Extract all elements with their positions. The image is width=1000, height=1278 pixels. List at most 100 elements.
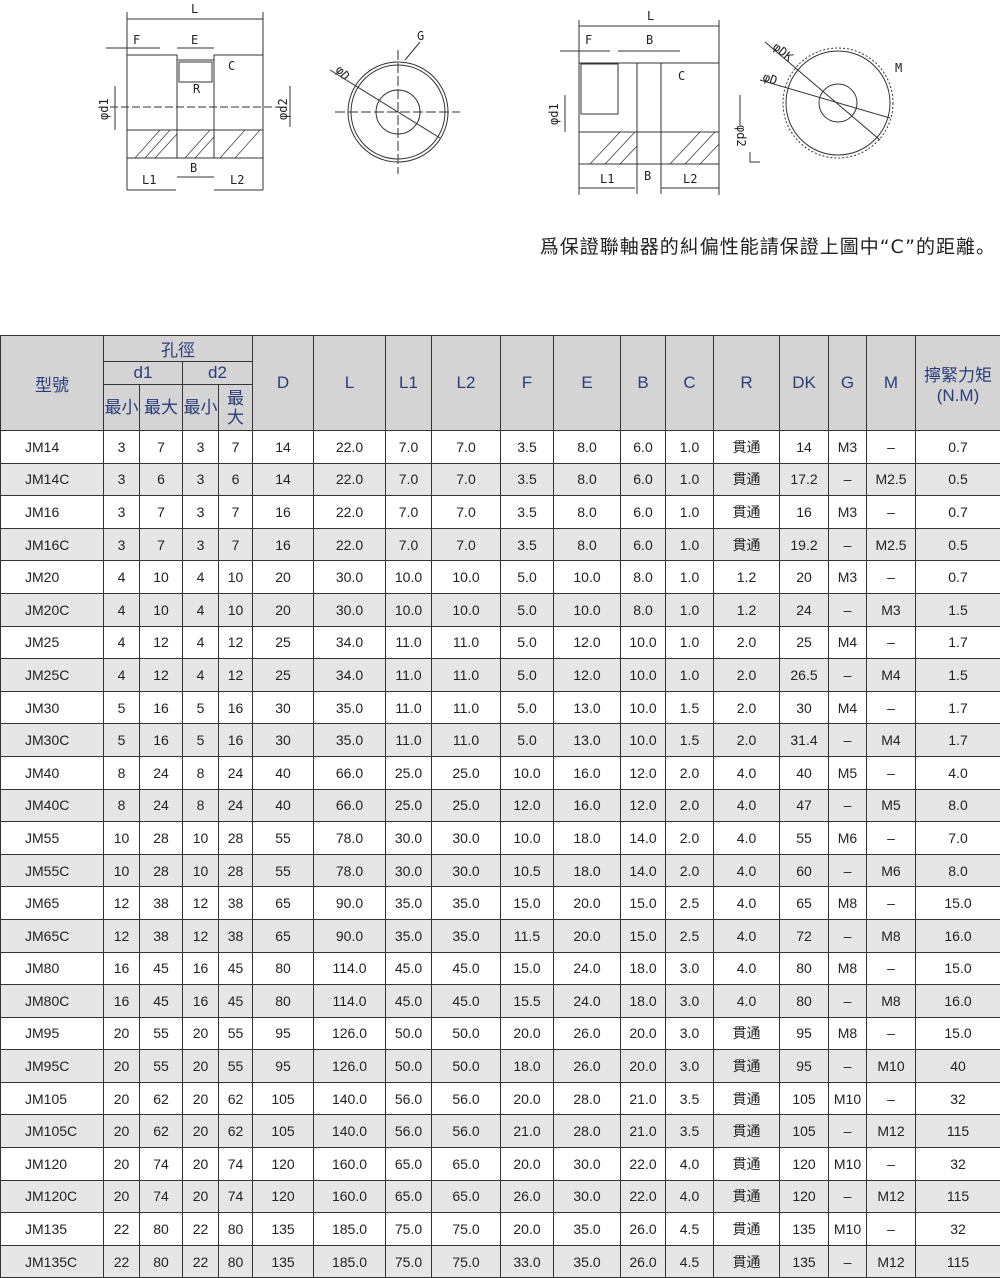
cell-L1: 25.0 [386,789,432,822]
cell-L: 126.0 [314,1050,386,1083]
cell-R: 4.0 [714,822,780,855]
cell-model: JM65C [1,919,104,952]
cell-R: 4.0 [714,919,780,952]
cell-d2-min: 10 [183,854,219,887]
cell-R: 2.0 [714,724,780,757]
cell-d1-max: 62 [140,1115,183,1148]
cell-L1: 65.0 [386,1148,432,1181]
cell-L2: 45.0 [432,985,501,1018]
cell-E: 8.0 [554,496,621,529]
cell-C: 1.0 [666,626,714,659]
coupling-drawing-standard: L F E C R φd1 φd2 L1 L2 B φD G [90,0,570,200]
cell-C: 1.0 [666,561,714,594]
cell-d1-min: 22 [104,1213,140,1246]
cell-F: 20.0 [501,1017,554,1050]
cell-model: JM40 [1,756,104,789]
cell-model: JM16C [1,528,104,561]
cell-E: 30.0 [554,1148,621,1181]
cell-L2: 11.0 [432,691,501,724]
cell-d1-max: 10 [140,593,183,626]
cell-B: 12.0 [621,756,666,789]
cell-L1: 30.0 [386,854,432,887]
dim-d1: φd1 [97,98,111,120]
cell-B: 26.0 [621,1245,666,1278]
cell-D: 25 [253,626,314,659]
cell-model: JM105C [1,1115,104,1148]
cell-M: – [867,626,916,659]
cell-E: 24.0 [554,952,621,985]
cell-L2: 7.0 [432,463,501,496]
cell-torque: 15.0 [916,952,1000,985]
cell-d2-max: 7 [219,431,253,464]
cell-DK: 26.5 [780,659,829,692]
cell-E: 20.0 [554,919,621,952]
cell-d1-max: 38 [140,887,183,920]
cell-E: 30.0 [554,1180,621,1213]
cell-M: M4 [867,659,916,692]
cell-R: 貫通 [714,1148,780,1181]
cell-L: 90.0 [314,919,386,952]
cell-d2-min: 3 [183,431,219,464]
cell-F: 20.0 [501,1213,554,1246]
cell-L: 140.0 [314,1082,386,1115]
cell-d2-max: 24 [219,756,253,789]
cell-torque: 115 [916,1180,1000,1213]
cell-model: JM120C [1,1180,104,1213]
cell-DK: 31.4 [780,724,829,757]
cell-DK: 17.2 [780,463,829,496]
cell-B: 14.0 [621,854,666,887]
cell-B: 10.0 [621,724,666,757]
cell-D: 25 [253,659,314,692]
dim-E: E [191,33,198,47]
cell-L1: 30.0 [386,822,432,855]
cell-F: 5.0 [501,561,554,594]
cell-R: 4.0 [714,952,780,985]
cell-L1: 35.0 [386,887,432,920]
cell-D: 14 [253,431,314,464]
dim-M: M [895,61,902,75]
header-torque-unit: (N.M) [916,386,1000,406]
cell-G: – [829,854,867,887]
cell-M: M10 [867,1050,916,1083]
cell-DK: 80 [780,952,829,985]
cell-d1-max: 24 [140,789,183,822]
cell-L: 22.0 [314,463,386,496]
cell-d2-min: 3 [183,496,219,529]
cell-F: 5.0 [501,691,554,724]
cell-model: JM120 [1,1148,104,1181]
cell-L2: 25.0 [432,789,501,822]
cell-torque: 0.5 [916,528,1000,561]
cell-model: JM95 [1,1017,104,1050]
cell-C: 2.0 [666,789,714,822]
cell-E: 12.0 [554,626,621,659]
cell-M: – [867,952,916,985]
cell-d1-max: 24 [140,756,183,789]
cell-C: 3.0 [666,1050,714,1083]
cell-DK: 105 [780,1115,829,1148]
cell-L1: 7.0 [386,431,432,464]
cell-d1-min: 16 [104,952,140,985]
cell-C: 2.0 [666,854,714,887]
cell-B: 21.0 [621,1115,666,1148]
cell-torque: 1.7 [916,724,1000,757]
cell-F: 15.5 [501,985,554,1018]
cell-E: 28.0 [554,1082,621,1115]
cell-D: 55 [253,822,314,855]
cell-B: 10.0 [621,626,666,659]
cell-torque: 16.0 [916,919,1000,952]
dim-DK: φDK [770,40,796,65]
cell-L1: 7.0 [386,463,432,496]
cell-E: 35.0 [554,1245,621,1278]
cell-R: 4.0 [714,789,780,822]
cell-torque: 1.5 [916,659,1000,692]
cell-L2: 56.0 [432,1082,501,1115]
cell-d2-min: 10 [183,822,219,855]
cell-B: 15.0 [621,919,666,952]
cell-G: – [829,528,867,561]
cell-d2-max: 45 [219,985,253,1018]
cell-R: 2.0 [714,626,780,659]
dim-L2: L2 [230,173,244,187]
cell-G: M3 [829,561,867,594]
cell-G: M8 [829,1017,867,1050]
